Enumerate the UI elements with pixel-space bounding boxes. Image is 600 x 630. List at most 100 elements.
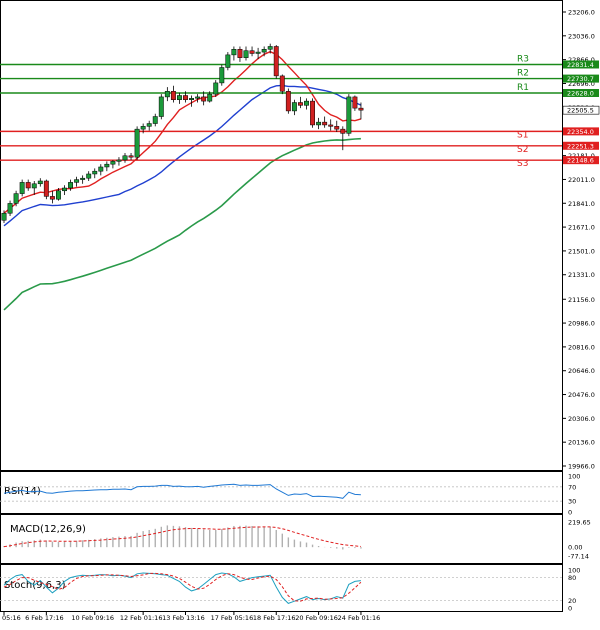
candle-bull	[1, 212, 7, 221]
ma-mid-line	[3, 84, 362, 227]
level-price-label: 22251.3	[567, 142, 594, 150]
candle-bear	[285, 91, 291, 112]
candle-bear	[279, 75, 285, 92]
level-price-box	[563, 156, 599, 165]
candle-bear	[43, 180, 49, 197]
candle-bull	[80, 177, 86, 180]
y-tick-label: 23206.0	[568, 9, 595, 17]
candle-bear	[49, 196, 55, 200]
stoch-panel-frame	[0, 564, 563, 612]
level-price-box	[563, 88, 599, 97]
y-tick-label: 20986.0	[568, 320, 595, 328]
candle-bull	[213, 82, 219, 95]
level-price-label: 22628.0	[567, 89, 594, 97]
level-price-label: 22831.4	[567, 61, 594, 69]
rsi-level-label: 100	[568, 473, 580, 481]
stoch-level-label: 80	[568, 574, 576, 582]
candle-bear	[237, 49, 243, 58]
level-price-label: 22354.0	[567, 128, 594, 136]
candle-bull	[207, 93, 213, 102]
candle-bear	[340, 128, 346, 134]
rsi-level-label: 0	[568, 509, 572, 517]
candle-bull	[146, 123, 152, 127]
candle-bull	[231, 49, 237, 56]
candle-bear	[25, 182, 31, 189]
y-tick-label: 20136.0	[568, 439, 595, 447]
candle-bull	[92, 170, 98, 175]
level-name-r2: R2	[517, 69, 529, 79]
level-price-label: 22730.7	[567, 75, 594, 83]
level-price-box	[563, 60, 599, 69]
candle-bull	[152, 116, 158, 124]
candle-bull	[195, 96, 201, 99]
y-tick-label: 21671.0	[568, 224, 595, 232]
candle-bull	[255, 51, 261, 54]
rsi-panel-frame	[0, 471, 563, 514]
x-tick-label: 10 Feb 09:16	[71, 614, 114, 622]
candle-bull	[219, 67, 225, 84]
candle-bear	[352, 96, 358, 109]
current-price-label: 22505.5	[567, 107, 594, 115]
macd-panel-frame	[0, 514, 563, 564]
candle-bull	[74, 179, 80, 183]
ma-fast-line	[3, 50, 362, 214]
current-price-box	[562, 105, 600, 115]
level-price-box	[563, 74, 599, 83]
y-tick-label: 22011.0	[568, 176, 595, 184]
candle-bull	[225, 54, 231, 68]
candle-bull	[164, 91, 170, 98]
candle-bull	[37, 180, 43, 185]
candle-bull	[243, 50, 249, 58]
candle-bull	[7, 203, 13, 214]
level-price-box	[563, 141, 599, 150]
level-name-s3: S3	[517, 159, 528, 169]
candle-bull	[177, 95, 182, 100]
stoch-level-label: 0	[568, 605, 572, 613]
stoch-level-label: 100	[568, 567, 580, 575]
candle-bull	[98, 166, 104, 172]
candle-bull	[134, 128, 140, 158]
candle-bull	[346, 96, 352, 134]
rsi-level-label: 70	[568, 483, 576, 491]
y-tick-label: 21841.0	[568, 200, 595, 208]
candle-bull	[316, 121, 322, 126]
y-tick-label: 22866.0	[568, 56, 595, 64]
macd-level-label: -77.14	[568, 553, 589, 561]
candle-bear	[310, 100, 316, 126]
candle-bull	[68, 182, 73, 189]
candle-bull	[31, 183, 37, 189]
candle-bull	[261, 49, 267, 53]
y-tick-label: 21156.0	[568, 296, 595, 304]
candle-bear	[249, 50, 255, 54]
x-tick-label: 20 Feb 09:16	[295, 614, 338, 622]
candle-bear	[322, 121, 328, 126]
candle-bull	[13, 193, 19, 204]
x-tick-label: 05:16	[2, 614, 21, 622]
candle-bull	[116, 159, 122, 162]
candle-bear	[273, 46, 279, 77]
candle-bear	[334, 126, 340, 130]
candle-bull	[19, 182, 25, 194]
x-tick-label: 17 Feb 05:16	[211, 614, 254, 622]
y-tick-label: 21501.0	[568, 247, 595, 255]
x-tick-label: 18 Feb 17:16	[253, 614, 296, 622]
rsi-label: RSI(14)	[4, 486, 41, 497]
y-tick-label: 23036.0	[568, 32, 595, 40]
level-name-r3: R3	[517, 54, 529, 64]
candle-bear	[128, 155, 134, 158]
x-tick-label: 12 Feb 01:16	[120, 614, 163, 622]
y-tick-label: 21331.0	[568, 271, 595, 279]
candle-bull	[110, 161, 116, 165]
stoch-level-label: 20	[568, 597, 576, 605]
candle-bull	[56, 190, 61, 200]
y-tick-label: 22696.0	[568, 80, 595, 88]
y-tick-label: 20816.0	[568, 343, 595, 351]
candle-bear	[358, 107, 364, 111]
level-name-s2: S2	[517, 145, 528, 155]
candle-bull	[291, 102, 297, 112]
y-tick-label: 22181.0	[568, 152, 595, 160]
x-tick-label: 6 Feb 17:16	[25, 614, 64, 622]
main-panel-frame	[0, 0, 563, 471]
